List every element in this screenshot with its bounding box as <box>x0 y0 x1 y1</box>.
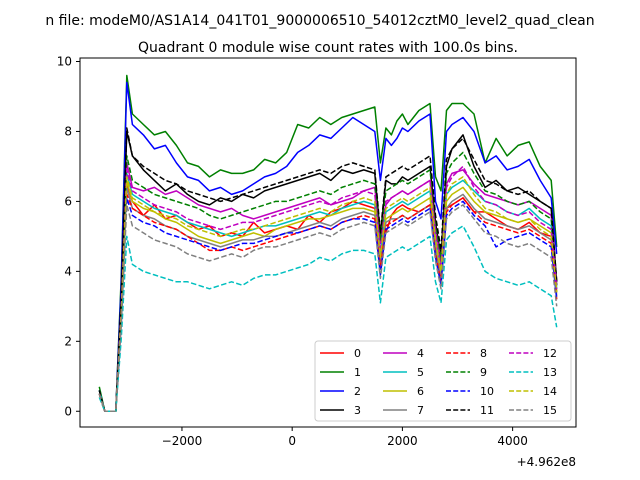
legend-label-12: 12 <box>543 347 557 360</box>
series-line-3 <box>98 130 558 413</box>
legend-label-5: 5 <box>417 366 424 379</box>
legend-label-13: 13 <box>543 366 557 379</box>
legend-label-14: 14 <box>543 385 557 398</box>
y-tick-label: 0 <box>64 404 72 418</box>
legend-label-11: 11 <box>480 404 494 417</box>
legend-label-1: 1 <box>354 366 361 379</box>
legend-label-6: 6 <box>417 385 424 398</box>
axes-frame <box>79 57 577 428</box>
series-line-15 <box>98 204 558 413</box>
legend-box <box>314 340 572 422</box>
x-tick-label: 0 <box>288 434 296 448</box>
y-tick-label: 10 <box>57 54 72 68</box>
y-tick-label: 8 <box>64 124 72 138</box>
legend-label-2: 2 <box>354 385 361 398</box>
x-tick-label: 4000 <box>497 434 528 448</box>
series-line-9 <box>98 151 558 413</box>
x-offset-label: +4.962e8 <box>517 455 576 469</box>
legend-label-7: 7 <box>417 404 424 417</box>
series-lines <box>98 74 558 413</box>
x-tick-label: −2000 <box>162 434 203 448</box>
chart-title: Quadrant 0 module wise count rates with … <box>138 40 518 56</box>
legend-label-9: 9 <box>480 366 487 379</box>
series-line-14 <box>98 176 558 413</box>
series-line-11 <box>98 127 558 413</box>
y-tick-label: 2 <box>64 334 72 348</box>
legend-label-8: 8 <box>480 347 487 360</box>
x-tick-label: 2000 <box>387 434 418 448</box>
figure-suptitle: n file: modeM0/AS1A14_041T01_9000006510_… <box>45 13 594 29</box>
series-line-13 <box>98 225 558 413</box>
series-line-12 <box>98 165 558 413</box>
legend-label-10: 10 <box>480 385 494 398</box>
y-tick-label: 6 <box>64 194 72 208</box>
legend-label-4: 4 <box>417 347 424 360</box>
series-line-7 <box>98 186 558 413</box>
x-axis: −2000 0 2000 4000 <box>162 427 528 448</box>
series-line-8 <box>98 193 558 413</box>
series-line-1 <box>98 74 558 413</box>
series-line-2 <box>98 81 558 413</box>
series-line-6 <box>98 179 558 413</box>
y-tick-label: 4 <box>64 264 72 278</box>
y-axis: 0 2 4 6 8 10 <box>57 54 80 418</box>
legend-label-0: 0 <box>354 347 361 360</box>
legend-label-15: 15 <box>543 404 557 417</box>
legend-label-3: 3 <box>354 404 361 417</box>
series-line-10 <box>98 197 558 413</box>
